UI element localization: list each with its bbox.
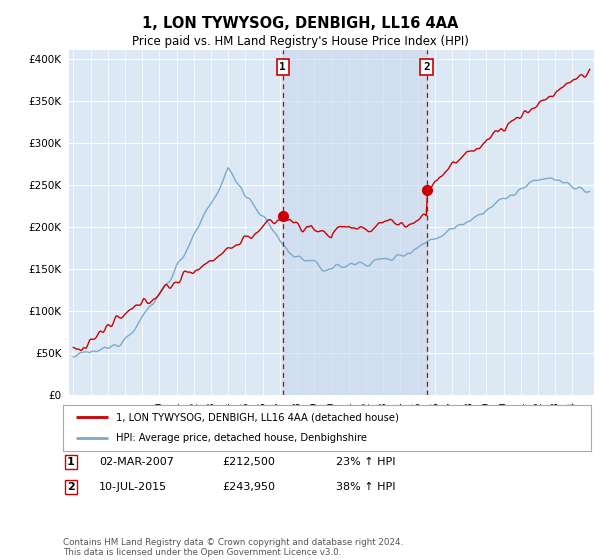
Text: £212,500: £212,500: [222, 457, 275, 467]
Text: 1: 1: [67, 457, 74, 467]
Text: Price paid vs. HM Land Registry's House Price Index (HPI): Price paid vs. HM Land Registry's House …: [131, 35, 469, 48]
Text: HPI: Average price, detached house, Denbighshire: HPI: Average price, detached house, Denb…: [116, 433, 367, 444]
Text: £243,950: £243,950: [222, 482, 275, 492]
Text: 1, LON TYWYSOG, DENBIGH, LL16 4AA (detached house): 1, LON TYWYSOG, DENBIGH, LL16 4AA (detac…: [116, 412, 398, 422]
Text: 23% ↑ HPI: 23% ↑ HPI: [336, 457, 395, 467]
Text: 1: 1: [280, 62, 286, 72]
Text: Contains HM Land Registry data © Crown copyright and database right 2024.
This d: Contains HM Land Registry data © Crown c…: [63, 538, 403, 557]
Text: 2: 2: [67, 482, 74, 492]
Text: 10-JUL-2015: 10-JUL-2015: [99, 482, 167, 492]
Text: 1, LON TYWYSOG, DENBIGH, LL16 4AA: 1, LON TYWYSOG, DENBIGH, LL16 4AA: [142, 16, 458, 31]
Text: 38% ↑ HPI: 38% ↑ HPI: [336, 482, 395, 492]
Text: 02-MAR-2007: 02-MAR-2007: [99, 457, 174, 467]
Bar: [283, 50, 427, 395]
Text: 2: 2: [423, 62, 430, 72]
